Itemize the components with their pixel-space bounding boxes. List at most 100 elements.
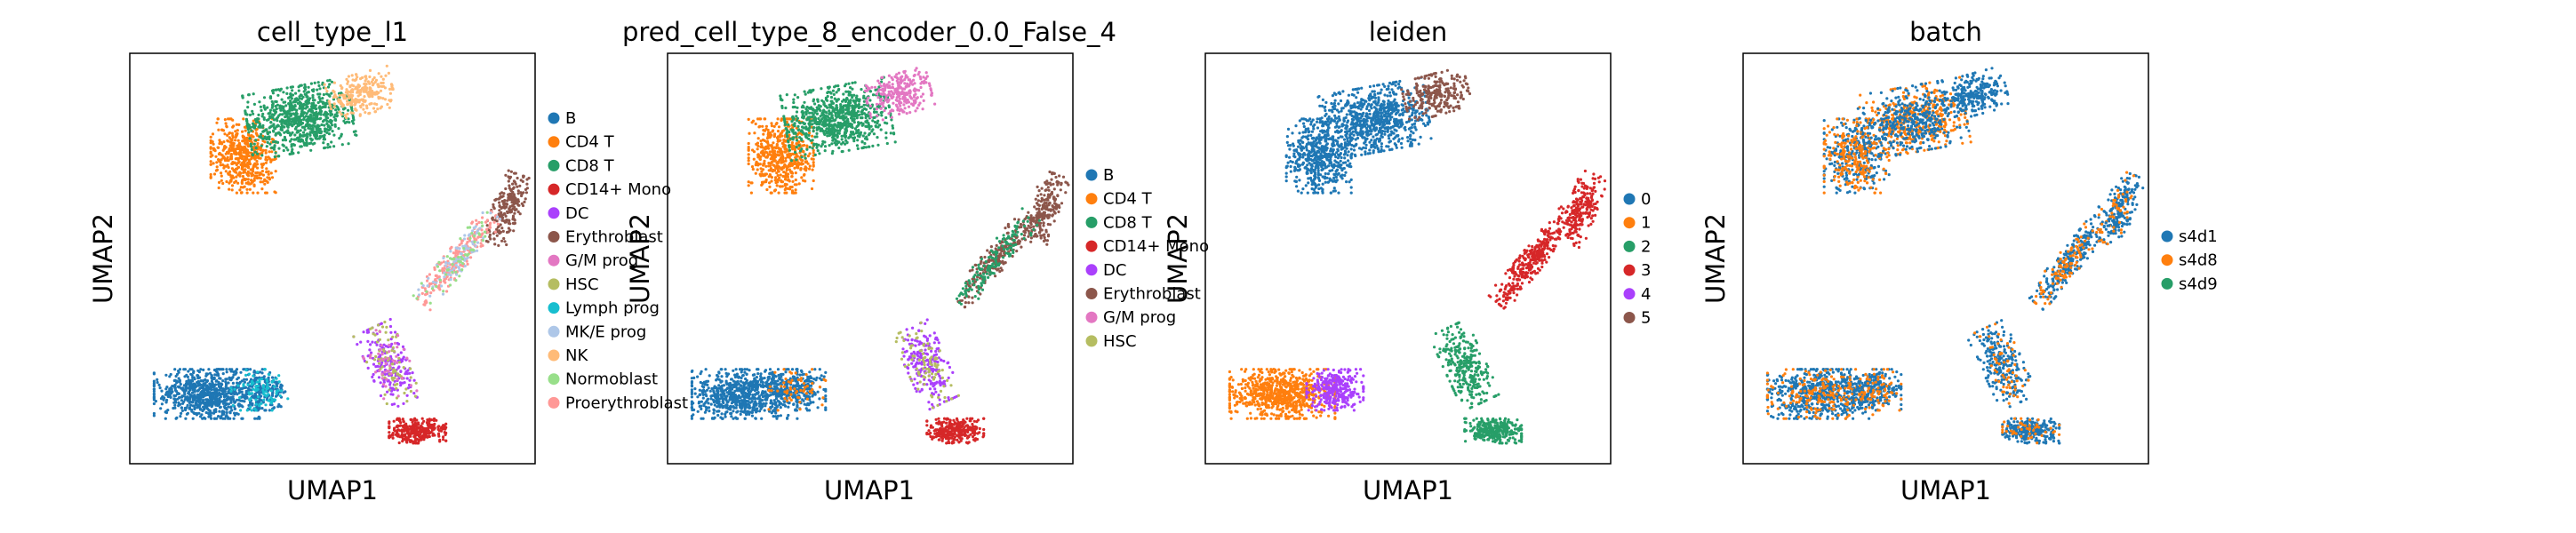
scatter-point [772, 135, 776, 139]
scatter-point [804, 156, 807, 160]
scatter-point [779, 173, 782, 177]
scatter-point [498, 209, 501, 212]
scatter-point [290, 143, 293, 147]
scatter-point [215, 121, 219, 124]
scatter-point [189, 372, 193, 376]
scatter-point [224, 152, 228, 155]
scatter-point [172, 378, 176, 383]
scatter-point [251, 153, 254, 156]
scatter-point [484, 220, 488, 224]
scatter-point [813, 102, 817, 106]
scatter-point [421, 284, 425, 288]
scatter-point [220, 171, 223, 175]
scatter-point [466, 226, 469, 229]
scatter-point [294, 91, 298, 95]
scatter-point [377, 323, 380, 327]
scatter-point [187, 386, 190, 390]
scatter-point [287, 131, 292, 135]
scatter-point [234, 135, 237, 139]
scatter-point [805, 105, 809, 109]
scatter-point [332, 89, 335, 92]
scatter-point [180, 395, 184, 399]
scatter-point [225, 392, 228, 396]
legend-label: Normoblast [565, 370, 658, 389]
scatter-point [347, 108, 350, 112]
scatter-point [250, 409, 253, 412]
scatter-point [368, 75, 372, 79]
scatter-point [768, 185, 772, 188]
scatter-point [449, 247, 452, 251]
scatter-point [755, 161, 758, 165]
scatter-point [218, 402, 221, 405]
scatter-point [338, 96, 341, 99]
scatter-point [417, 288, 420, 291]
scatter-point [388, 383, 392, 386]
scatter-point [379, 89, 383, 92]
legend-marker [548, 396, 560, 409]
scatter-point [426, 279, 429, 282]
scatter-point [331, 130, 334, 133]
scatter-point [258, 416, 261, 419]
scatter-point [169, 395, 172, 399]
scatter-point [321, 83, 324, 86]
scatter-point [243, 171, 246, 174]
scatter-point [274, 191, 277, 195]
scatter-point [252, 92, 255, 96]
scatter-point [224, 170, 228, 173]
scatter-point [421, 426, 425, 430]
scatter-point [378, 338, 381, 341]
scatter-point [274, 99, 277, 103]
scatter-point [510, 198, 514, 202]
scatter-point [239, 370, 243, 374]
scatter-point [437, 434, 441, 438]
scatter-point [516, 185, 519, 188]
scatter-point [311, 93, 315, 98]
scatter-point [833, 119, 836, 123]
scatter-point [232, 417, 236, 420]
scatter-point [318, 87, 322, 91]
scatter-point [808, 164, 812, 168]
scatter-point [795, 135, 798, 139]
scatter-point [285, 115, 289, 118]
scatter-point [775, 171, 779, 175]
scatter-point [780, 130, 784, 133]
scatter-point [248, 113, 252, 116]
scatter-point [397, 441, 401, 445]
scatter-point [273, 144, 276, 147]
scatter-point [489, 237, 492, 241]
scatter-point [324, 101, 327, 105]
scatter-point [300, 123, 303, 126]
scatter-point [270, 150, 274, 154]
scatter-point [815, 146, 819, 149]
scatter-point [505, 230, 509, 235]
scatter-point [383, 393, 387, 396]
scatter-point [288, 139, 292, 143]
scatter-point [308, 113, 313, 116]
scatter-point [792, 123, 796, 127]
scatter-point [240, 156, 244, 161]
scatter-point [305, 99, 308, 103]
scatter-point [284, 120, 288, 123]
scatter-point [795, 146, 798, 149]
scatter-point [351, 94, 355, 98]
scatter-point [380, 325, 385, 329]
scatter-point [264, 409, 268, 412]
scatter-point [296, 124, 300, 128]
scatter-point [516, 192, 520, 195]
scatter-point [261, 173, 265, 177]
scatter-point [186, 403, 189, 407]
scatter-point [404, 387, 408, 391]
scatter-point [473, 240, 476, 243]
scatter-point [300, 84, 303, 87]
scatter-point [323, 133, 326, 137]
scatter-point [747, 156, 750, 160]
legend-item: NK [548, 346, 588, 365]
scatter-point [369, 354, 372, 357]
scatter-point [489, 211, 492, 215]
scatter-point [290, 85, 293, 89]
scatter-point [313, 81, 316, 84]
scatter-point [183, 368, 187, 371]
scatter-point [252, 135, 255, 139]
scatter-point [232, 141, 236, 146]
scatter-point [166, 393, 170, 397]
